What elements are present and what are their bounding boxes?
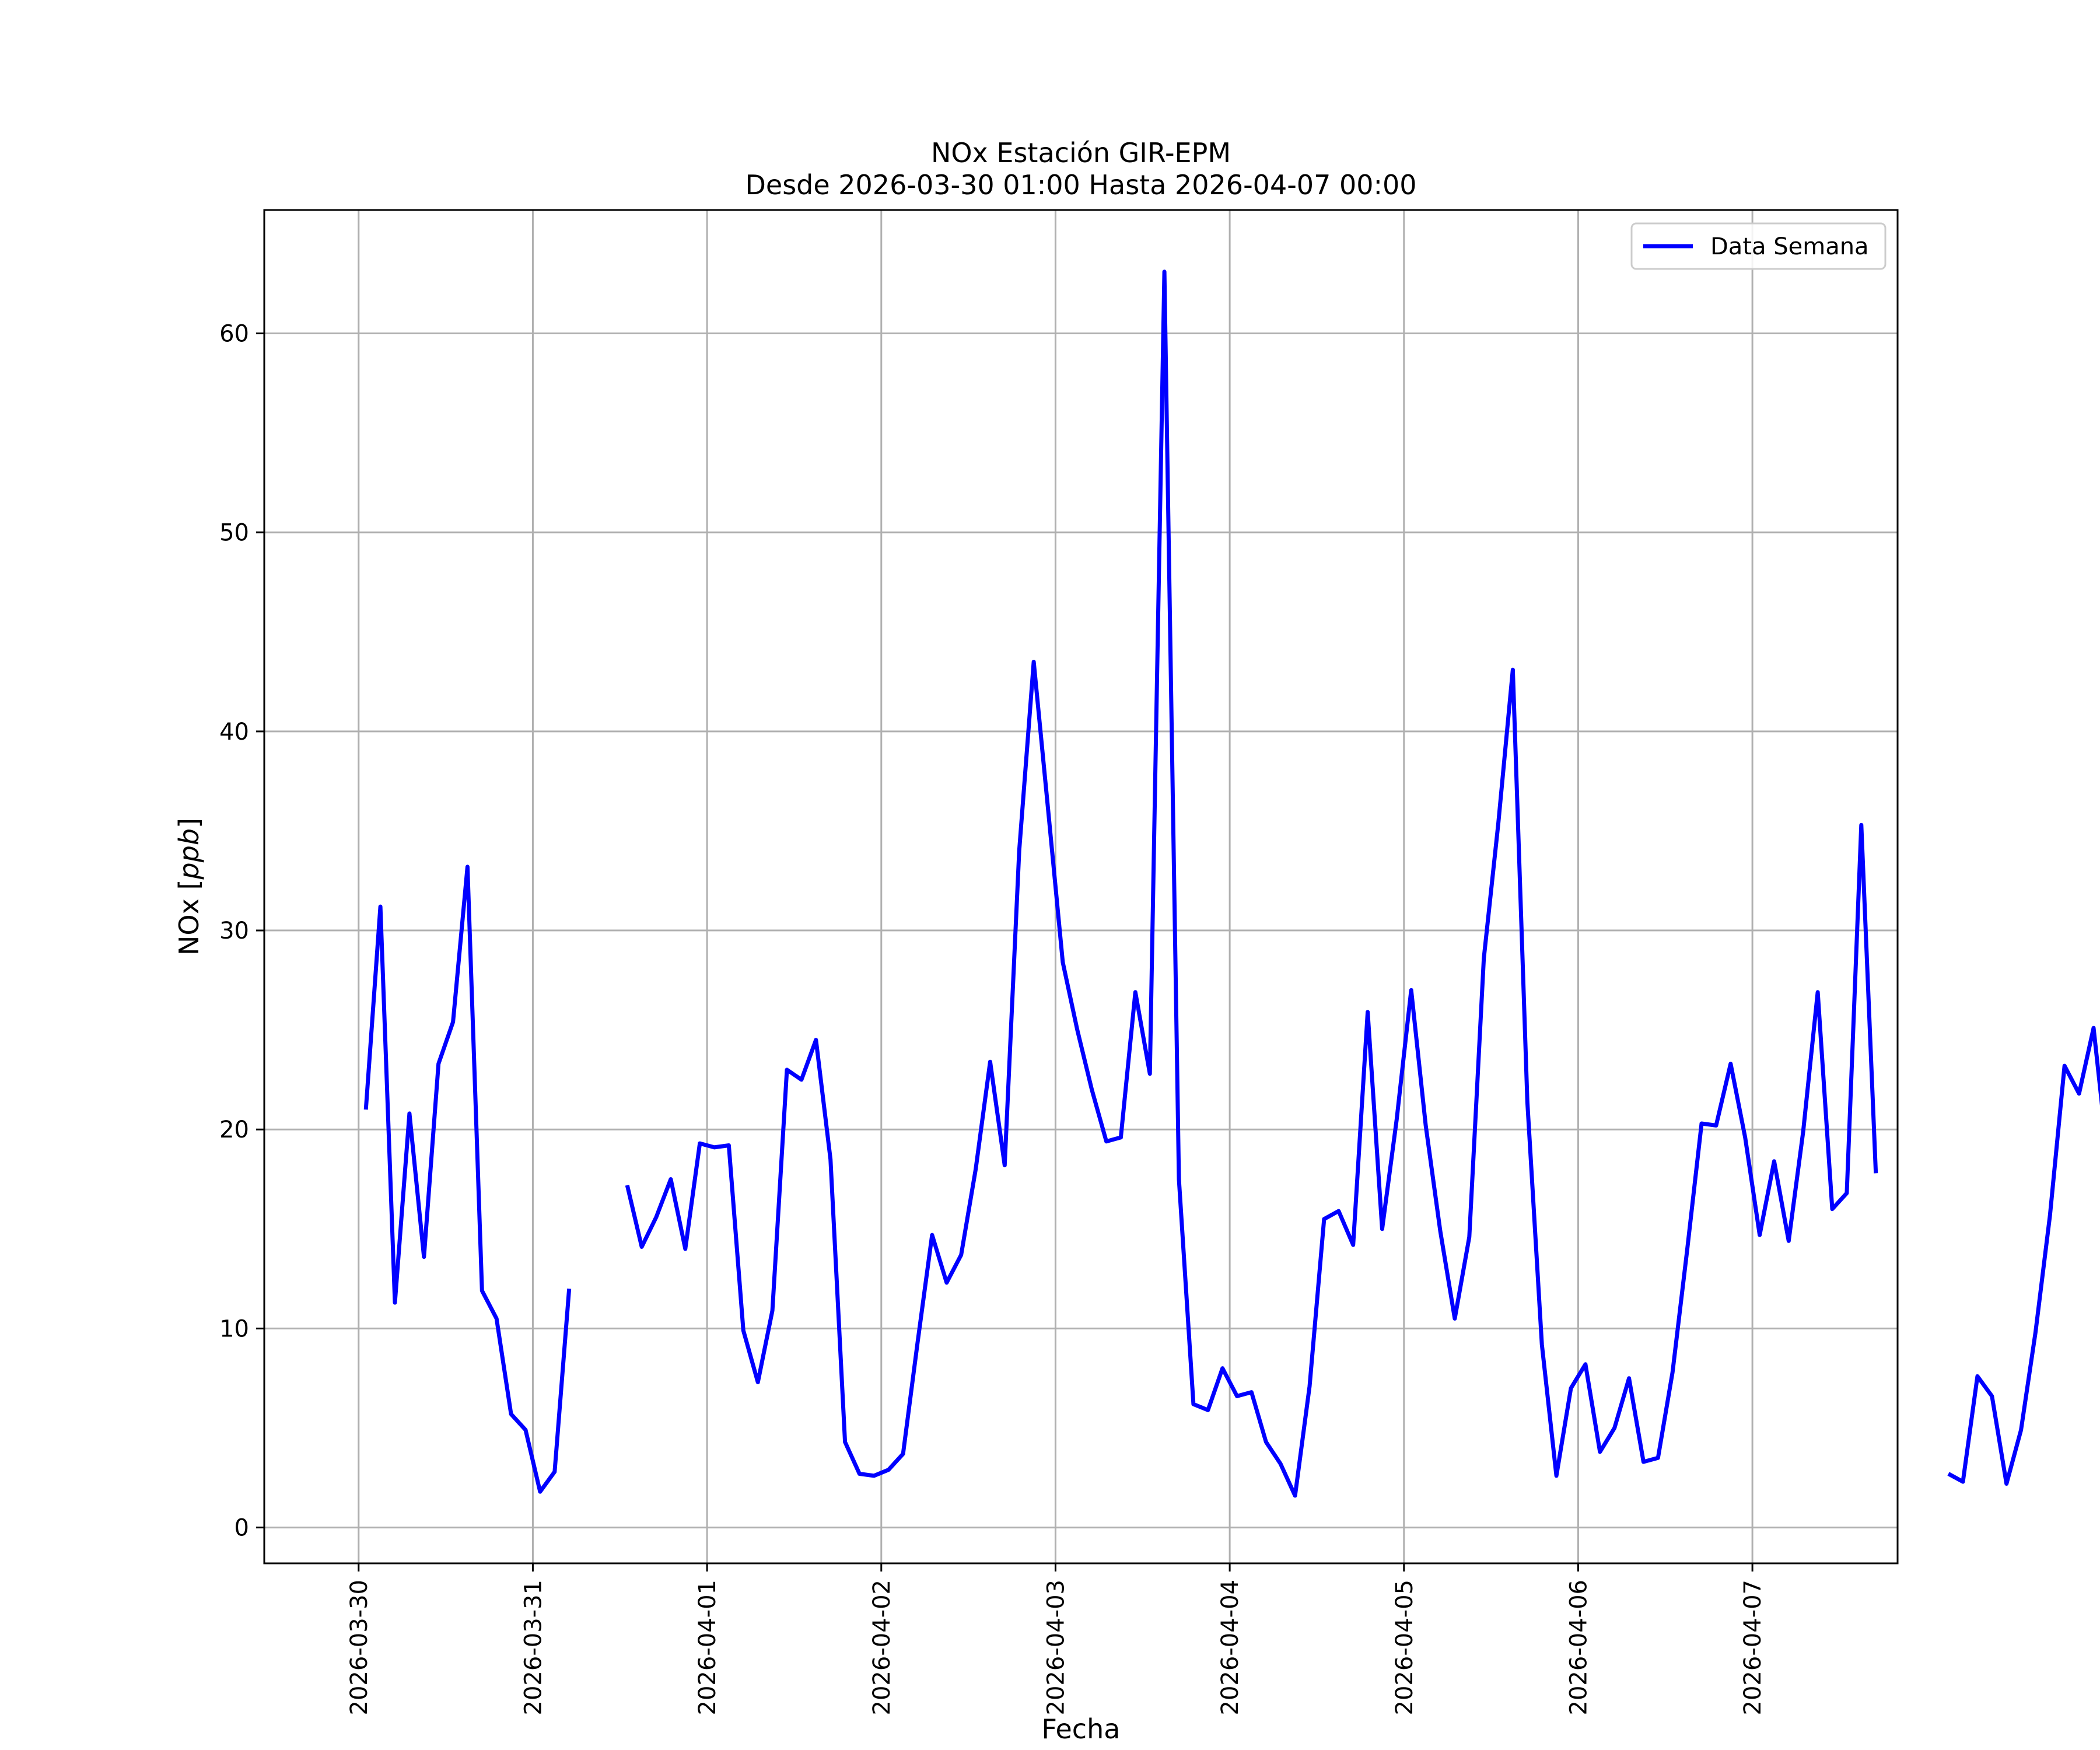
- x-axis: 2026-03-30 2026-03-31 2026-04-01 2026-04-02…: [346, 1563, 1766, 1715]
- y-axis-label-prefix: NOx [: [173, 880, 205, 956]
- y-tick-label: 10: [219, 1315, 249, 1342]
- x-tick-label: 2026-04-07: [1740, 1580, 1766, 1715]
- y-tick-label: 30: [219, 918, 249, 944]
- plot-frame: [263, 209, 1899, 1564]
- legend-box: [1630, 222, 1887, 270]
- series-line: [363, 270, 2100, 1498]
- y-tick-label: 40: [219, 719, 249, 746]
- chart-title: NOx Estación GIR-EPM: [931, 137, 1231, 169]
- chart-subtitle: Desde 2026-03-30 01:00 Hasta 2026-04-07 …: [745, 169, 1416, 201]
- x-axis-label: Fecha: [1042, 1713, 1121, 1745]
- y-tick-label: 60: [219, 321, 249, 348]
- y-axis-label: NOx [ppb]: [173, 818, 205, 956]
- series-layer: [363, 270, 2100, 1498]
- y-tick-label: 50: [219, 520, 249, 547]
- x-tick-label: 2026-04-04: [1217, 1580, 1244, 1715]
- y-axis-label-unit: ppb: [173, 828, 205, 880]
- x-tick-label: 2026-04-01: [694, 1580, 721, 1715]
- x-tick-label: 2026-04-02: [869, 1580, 895, 1715]
- grid: [264, 210, 1898, 1563]
- y-axis: 0 10 20 30 40 50 60: [219, 321, 264, 1542]
- x-tick-label: 2026-03-31: [520, 1580, 547, 1715]
- y-axis-label-suffix: ]: [173, 818, 205, 828]
- x-tick-label: 2026-04-06: [1565, 1580, 1592, 1715]
- x-tick-label: 2026-04-05: [1391, 1580, 1418, 1715]
- y-tick-label: 20: [219, 1116, 249, 1143]
- legend: Data Semana: [1630, 222, 1887, 270]
- y-tick-label: 0: [235, 1515, 249, 1542]
- legend-label: Data Semana: [1710, 233, 1869, 260]
- x-tick-label: 2026-03-30: [346, 1580, 373, 1715]
- x-tick-label: 2026-04-03: [1042, 1580, 1069, 1715]
